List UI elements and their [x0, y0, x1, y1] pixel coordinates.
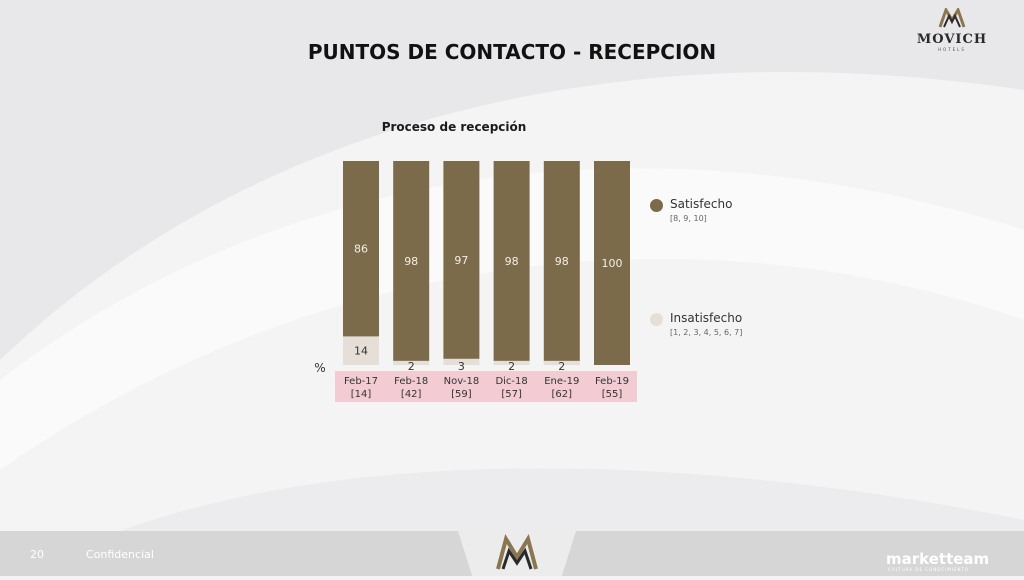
x-tick-base-label: [62]: [552, 389, 573, 400]
data-label-satisfecho: 86: [354, 243, 368, 256]
marketteam-tagline: CULTURA DE CONOCIMIENTO: [888, 567, 970, 572]
footer-confidential: Confidencial: [86, 548, 154, 561]
data-label-satisfecho: 98: [555, 255, 569, 268]
bar-insatisfecho: [393, 360, 430, 365]
x-tick-label: Feb-18: [394, 376, 428, 387]
legend-label-insatisfecho: Insatisfecho: [670, 311, 743, 325]
bar-insatisfecho: [443, 358, 480, 365]
y-axis-unit-label: %: [314, 361, 325, 375]
logo-subtitle: HOTELS: [938, 47, 966, 52]
footer-logo-tab: [458, 531, 576, 576]
logo-wordmark: MOVICH: [916, 32, 988, 47]
bar-satisfecho: [594, 161, 630, 365]
bar-satisfecho: [493, 161, 530, 361]
bar-satisfecho: [543, 161, 580, 361]
x-tick-label: Feb-17: [344, 376, 378, 387]
legend-range-satisfecho: [8, 9, 10]: [670, 214, 707, 223]
x-tick-base-label: [57]: [501, 389, 522, 400]
data-label-insatisfecho: 14: [354, 345, 368, 358]
bar-satisfecho: [443, 161, 480, 359]
x-tick-base-label: [14]: [351, 389, 372, 400]
x-tick-label: Nov-18: [444, 376, 480, 387]
data-label-insatisfecho: 2: [408, 360, 415, 373]
category-label-band: [335, 371, 637, 402]
legend-range-insatisfecho: [1, 2, 3, 4, 5, 6, 7]: [670, 328, 743, 337]
legend-swatch-insatisfecho: [650, 313, 663, 326]
page-title: PUNTOS DE CONTACTO - RECEPCION: [307, 40, 717, 64]
bar-satisfecho: [393, 161, 430, 361]
bar-insatisfecho: [343, 336, 379, 365]
movich-m-icon: [938, 6, 966, 28]
data-label-insatisfecho: 3: [458, 360, 465, 373]
page-number: 20: [30, 548, 44, 561]
data-label-satisfecho: 98: [505, 255, 519, 268]
movich-logo: MOVICH HOTELS: [916, 6, 988, 52]
x-tick-base-label: [59]: [451, 389, 472, 400]
data-label-satisfecho: 100: [602, 257, 623, 270]
x-tick-base-label: [42]: [401, 389, 422, 400]
x-tick-base-label: [55]: [602, 389, 623, 400]
bar-satisfecho: [343, 161, 379, 337]
chart-title: Proceso de recepción: [381, 120, 527, 134]
legend-swatch-satisfecho: [650, 199, 663, 212]
x-tick-label: Feb-19: [595, 376, 629, 387]
bar-insatisfecho: [543, 360, 580, 365]
data-label-satisfecho: 97: [454, 254, 468, 267]
bar-insatisfecho: [493, 360, 530, 365]
x-tick-label: Ene-19: [544, 376, 579, 387]
footer-m-icon: [496, 533, 538, 570]
legend-label-satisfecho: Satisfecho: [670, 197, 733, 211]
data-label-insatisfecho: 2: [558, 360, 565, 373]
data-label-insatisfecho: 2: [508, 360, 515, 373]
data-label-satisfecho: 98: [404, 255, 418, 268]
marketteam-brand: marketteam: [886, 550, 990, 568]
x-tick-label: Dic-18: [495, 376, 527, 387]
